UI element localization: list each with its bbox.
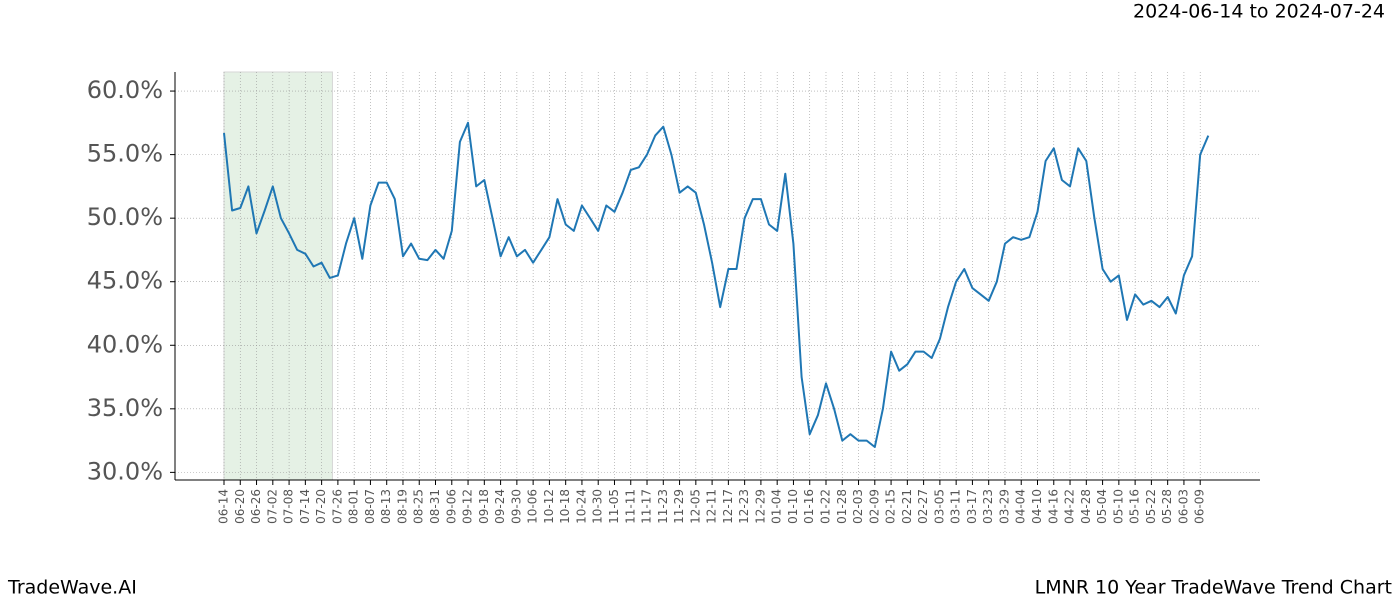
x-tick-label: 05-22 [1144,489,1158,524]
x-tick-label: 11-05 [607,489,621,524]
x-tick-label: 09-12 [461,489,475,524]
x-tick-label: 12-29 [753,489,767,524]
x-tick-label: 12-05 [688,489,702,524]
x-tick-label: 02-21 [900,489,914,524]
x-tick-label: 06-03 [1176,489,1190,524]
x-tick-label: 03-11 [949,489,963,524]
x-tick-label: 01-22 [818,489,832,524]
x-tick-label: 11-23 [656,489,670,524]
x-tick-label: 08-25 [412,489,426,524]
highlight-band [223,71,333,481]
x-tick-label: 09-30 [509,489,523,524]
y-tick-label: 30.0% [87,457,163,485]
x-tick-label: 03-17 [965,489,979,524]
y-tick-label: 45.0% [87,267,163,295]
x-tick-label: 03-23 [981,489,995,524]
x-tick-label: 10-30 [591,489,605,524]
x-tick-label: 01-28 [835,489,849,524]
y-tick-label: 50.0% [87,203,163,231]
x-tick-label: 10-24 [574,489,588,524]
x-tick-label: 02-15 [884,489,898,524]
x-tick-label: 09-06 [444,489,458,524]
x-tick-label: 07-02 [265,489,279,524]
x-tick-label: 01-16 [802,489,816,524]
y-tick-label: 40.0% [87,330,163,358]
x-tick-label: 05-10 [1111,489,1125,524]
x-tick-label: 04-10 [1030,489,1044,524]
x-tick-label: 05-28 [1160,489,1174,524]
x-tick-label: 09-24 [493,489,507,524]
x-tick-label: 12-11 [705,489,719,524]
x-tick-label: 07-26 [330,489,344,524]
x-tick-label: 04-16 [1046,489,1060,524]
x-tick-label: 06-26 [249,489,263,524]
x-tick-label: 04-28 [1079,489,1093,524]
x-tick-label: 08-13 [379,489,393,524]
x-tick-label: 08-31 [428,489,442,524]
brand: TradeWave.AI [7,577,137,599]
chart-title: LMNR 10 Year TradeWave Trend Chart [1035,577,1392,599]
x-tick-label: 08-19 [395,489,409,524]
x-tick-label: 11-17 [640,489,654,524]
x-tick-label: 03-29 [997,489,1011,524]
x-tick-label: 02-03 [851,489,865,524]
x-tick-label: 02-09 [867,489,881,524]
x-tick-label: 08-01 [347,489,361,524]
x-tick-label: 06-20 [233,489,247,524]
x-tick-label: 10-06 [526,489,540,524]
x-tick-label: 01-04 [770,489,784,524]
date-range: 2024-06-14 to 2024-07-24 [1133,1,1385,23]
x-tick-label: 09-18 [477,489,491,524]
x-tick-label: 08-07 [363,489,377,524]
x-tick-label: 03-05 [932,489,946,524]
x-tick-label: 06-09 [1193,489,1207,524]
data-line [223,121,1210,448]
x-tick-label: 06-14 [217,489,231,524]
x-tick-label: 07-14 [298,489,312,524]
y-tick-label: 35.0% [87,394,163,422]
x-tick-label: 04-22 [1063,489,1077,524]
x-tick-label: 01-10 [786,489,800,524]
x-tick-label: 02-27 [916,489,930,524]
x-tick-label: 11-11 [623,489,637,524]
x-tick-label: 12-17 [721,489,735,524]
x-tick-label: 10-18 [558,489,572,524]
y-tick-label: 55.0% [87,140,163,168]
x-tick-label: 05-16 [1128,489,1142,524]
x-tick-label: 12-23 [737,489,751,524]
x-tick-label: 07-08 [282,489,296,524]
x-tick-label: 05-04 [1095,489,1109,524]
x-tick-label: 07-20 [314,489,328,524]
x-tick-label: 10-12 [542,489,556,524]
x-tick-label: 11-29 [672,489,686,524]
y-tick-label: 60.0% [87,76,163,104]
x-tick-label: 04-04 [1014,489,1028,524]
